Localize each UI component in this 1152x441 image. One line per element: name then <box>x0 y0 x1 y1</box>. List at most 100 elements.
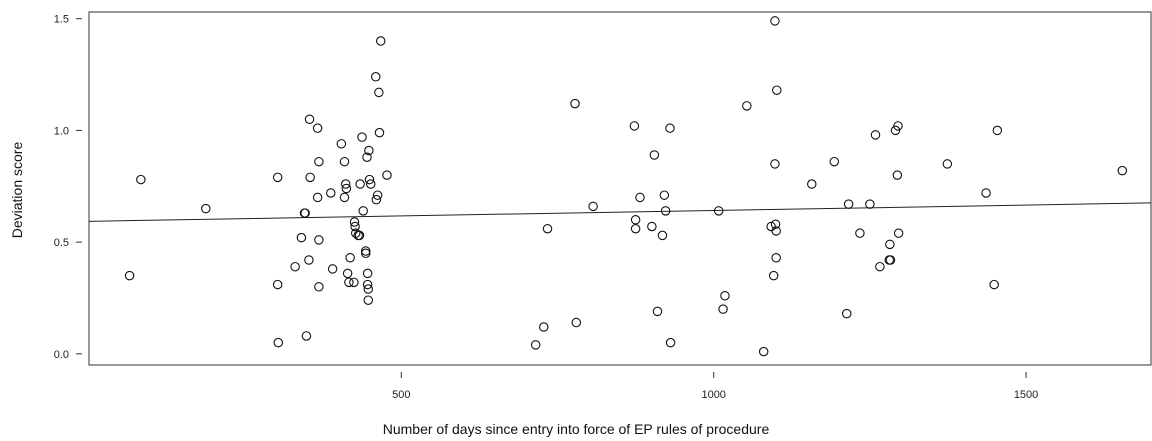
data-point <box>312 123 323 133</box>
data-point <box>301 331 312 341</box>
data-point <box>829 156 840 167</box>
data-point <box>339 192 350 203</box>
data-point <box>770 219 781 229</box>
data-point <box>981 188 991 198</box>
data-point <box>842 308 852 319</box>
data-point <box>771 226 781 236</box>
data-point <box>336 139 347 149</box>
data-point <box>742 101 752 111</box>
data-point <box>364 174 375 185</box>
y-tick-label: 0.5 <box>54 237 69 249</box>
data-point <box>570 98 580 109</box>
data-point <box>305 172 315 183</box>
data-point <box>350 221 360 232</box>
y-tick-label: 1.5 <box>54 14 69 26</box>
data-point <box>892 170 903 180</box>
data-point <box>362 279 373 290</box>
data-point <box>360 246 371 256</box>
data-point <box>875 261 885 272</box>
data-point <box>542 223 553 234</box>
data-point <box>314 235 324 245</box>
data-point <box>890 125 901 136</box>
data-point <box>124 270 135 281</box>
data-point <box>530 340 541 350</box>
data-point <box>772 85 782 95</box>
data-point <box>665 123 675 133</box>
data-point <box>885 255 896 265</box>
data-point <box>365 179 376 189</box>
data-point <box>374 87 384 98</box>
data-point <box>363 284 373 294</box>
data-point <box>649 150 660 160</box>
data-point <box>341 179 351 189</box>
data-point <box>349 217 360 227</box>
data-point <box>296 232 307 243</box>
data-point <box>758 346 769 357</box>
data-point <box>635 192 645 203</box>
data-point <box>272 279 283 290</box>
data-point <box>893 228 904 238</box>
data-point <box>647 221 657 232</box>
data-point <box>364 145 374 156</box>
data-point <box>659 190 670 200</box>
data-point <box>885 239 895 250</box>
data-point <box>865 199 875 209</box>
data-point <box>362 152 372 162</box>
data-point <box>341 183 352 194</box>
data-point <box>855 228 865 238</box>
data-point <box>314 282 324 292</box>
data-point <box>652 306 663 317</box>
data-point <box>992 125 1003 136</box>
y-tick-label: 0.0 <box>54 349 69 361</box>
data-point <box>362 268 373 279</box>
data-point <box>363 295 373 305</box>
data-point <box>989 279 999 290</box>
data-point <box>718 304 728 314</box>
data-point <box>1117 165 1128 176</box>
y-tick-label: 1.0 <box>54 125 69 137</box>
plot-frame <box>88 11 1152 366</box>
data-point <box>272 172 283 183</box>
data-point <box>843 199 854 209</box>
data-point <box>360 248 371 259</box>
x-tick-label: 1500 <box>1014 389 1038 401</box>
data-point <box>344 277 354 288</box>
data-point <box>371 194 382 205</box>
data-point <box>770 159 780 169</box>
data-point <box>300 208 310 218</box>
data-point <box>358 206 368 216</box>
data-point <box>768 270 779 281</box>
data-point <box>870 130 881 140</box>
data-point <box>807 179 817 189</box>
data-point <box>342 268 353 279</box>
data-point <box>327 264 338 274</box>
data-point <box>354 230 365 241</box>
y-axis-title: Deviation score <box>9 142 25 239</box>
data-point <box>657 230 668 241</box>
data-point <box>304 255 314 265</box>
data-point <box>770 16 780 26</box>
regression-line <box>88 202 1152 222</box>
data-point <box>304 114 315 124</box>
data-point <box>339 156 350 167</box>
x-axis-title: Number of days since entry into force of… <box>383 421 770 437</box>
data-point <box>372 190 383 200</box>
data-point <box>713 206 724 216</box>
data-point <box>720 290 730 301</box>
data-point <box>201 203 211 214</box>
data-point <box>660 206 671 216</box>
data-point <box>942 159 953 169</box>
data-point <box>314 156 324 167</box>
data-point <box>571 317 582 328</box>
data-point <box>290 261 300 272</box>
data-point <box>375 36 386 46</box>
data-point <box>136 174 146 185</box>
x-tick-label: 1000 <box>701 389 725 401</box>
data-point <box>629 121 640 131</box>
data-point <box>345 253 355 263</box>
x-tick-label: 500 <box>392 389 410 401</box>
data-point <box>630 215 641 225</box>
data-point <box>357 132 367 142</box>
